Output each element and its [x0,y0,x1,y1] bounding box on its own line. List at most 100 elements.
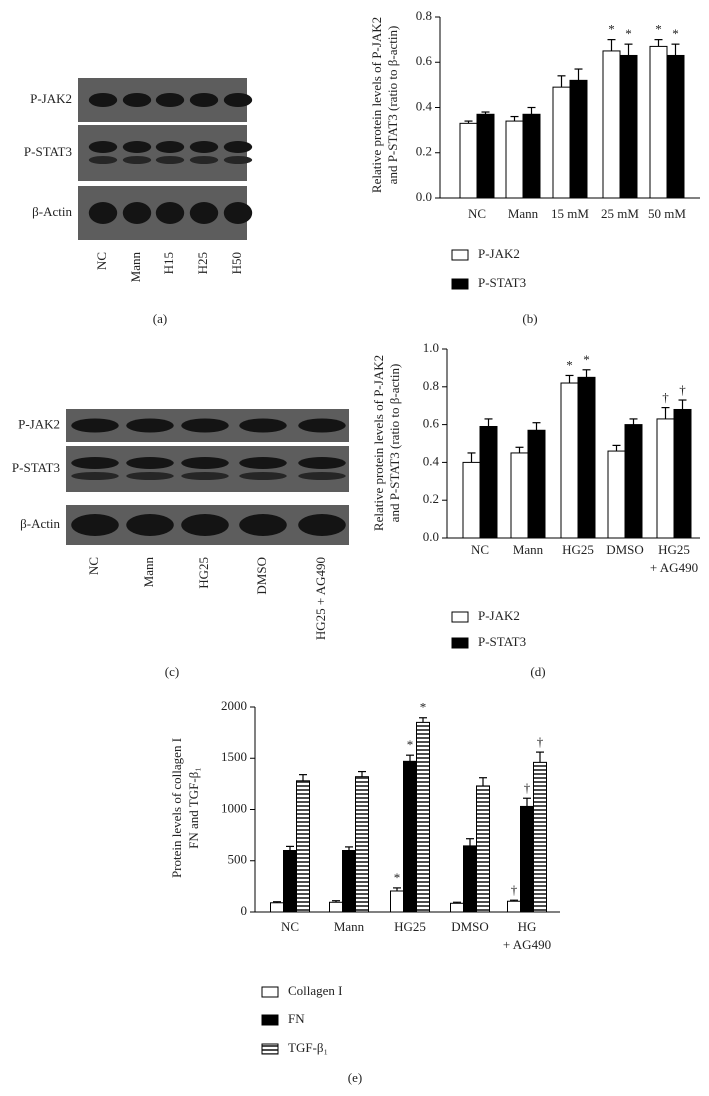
bar [602,50,621,199]
panel-label: (a) [153,311,167,326]
bar [270,902,284,913]
blot-band [122,202,152,224]
bar [296,780,310,913]
blot-band [71,418,119,433]
legend-label: P-JAK2 [478,246,520,261]
blot-band [189,141,219,153]
x-tick-label: + AG490 [650,560,698,575]
bar [283,850,297,913]
blot-lane-label: H15 [161,252,176,274]
x-tick-label: HG25 [394,919,426,934]
bar [552,86,571,199]
bar [527,429,546,539]
bar [459,122,478,199]
blot-band [88,141,118,153]
y-tick-label: 0.0 [423,529,439,544]
x-tick-label: HG25 [562,542,594,557]
legend-swatch [261,986,279,998]
y-axis-label: Protein levels of collagen I [169,738,184,878]
panel-label: (e) [348,1070,362,1085]
bar [476,785,490,913]
blot-lane-label: H25 [195,252,210,274]
blot-band [298,472,346,480]
blot-row-label: P-STAT3 [24,144,72,159]
bar [450,902,464,913]
bar [673,408,692,539]
bar [560,382,579,539]
y-axis-label: Relative protein levels of P-JAK2 [371,355,386,531]
blot-band [223,141,253,153]
x-tick-label: DMSO [451,919,489,934]
blot-band [298,457,346,469]
x-tick-label: HG25 [658,542,690,557]
blot-band [88,156,118,164]
x-tick-label: Mann [508,206,539,221]
bar [656,418,675,539]
significance-marker: * [672,26,679,41]
significance-marker: † [511,882,518,897]
legend-swatch [261,1043,279,1055]
blot-row-label: P-STAT3 [12,460,60,475]
bar [507,900,521,913]
blot-band [71,472,119,480]
blot-band [189,93,219,107]
y-axis-label: and P-STAT3 (ratio to β-actin) [385,26,400,185]
significance-marker: * [420,700,427,715]
y-axis-label: Relative protein levels of P-JAK2 [369,17,384,193]
blot-lane-label: NC [94,252,109,270]
panel-label: (d) [530,664,545,679]
bar [533,761,547,913]
y-tick-label: 0.8 [423,378,439,393]
blot-lane-label: Mann [128,252,143,283]
blot-lane-label: Mann [141,557,156,588]
blot-band [155,93,185,107]
y-tick-label: 500 [228,852,248,867]
blot-band [223,202,253,224]
bar [569,79,588,199]
blot-lane-label: H50 [229,252,244,274]
x-tick-label: 25 mM [601,206,639,221]
x-tick-label: 15 mM [551,206,589,221]
significance-marker: * [608,22,615,37]
blot-row-label: β-Actin [32,204,72,219]
blot-band [155,141,185,153]
y-tick-label: 0.4 [423,453,440,468]
legend-swatch [451,611,469,623]
blot-row-label: β-Actin [20,516,60,531]
legend-label: P-STAT3 [478,634,526,649]
blot-band [71,457,119,469]
bar [479,425,498,539]
blot-strip [66,446,349,492]
y-tick-label: 1000 [221,800,247,815]
bar [463,845,477,913]
bar [624,424,643,539]
blot-lane-label: DMSO [254,557,269,595]
significance-marker: * [583,352,590,367]
x-tick-label: NC [281,919,299,934]
x-tick-label: Mann [513,542,544,557]
blot-band [122,141,152,153]
blot-band [181,514,229,536]
blot-band [239,457,287,469]
y-tick-label: 0.6 [416,53,433,68]
blot-band [155,156,185,164]
legend-swatch [451,637,469,649]
bar [649,45,668,199]
bar [403,760,417,913]
x-tick-label: DMSO [606,542,644,557]
significance-marker: * [655,22,662,37]
bar [666,54,685,199]
blot-band [126,457,174,469]
blot-band [122,156,152,164]
blot-lane-label: HG25 + AG490 [313,557,328,640]
x-tick-label: + AG490 [503,937,551,952]
blot-band [122,93,152,107]
blot-band [239,514,287,536]
bar [510,452,529,539]
x-tick-label: NC [468,206,486,221]
y-tick-label: 0.2 [416,144,432,159]
bar [520,805,534,913]
blot-lane-label: NC [86,557,101,575]
y-tick-label: 1.0 [423,340,439,355]
bar [522,113,541,199]
